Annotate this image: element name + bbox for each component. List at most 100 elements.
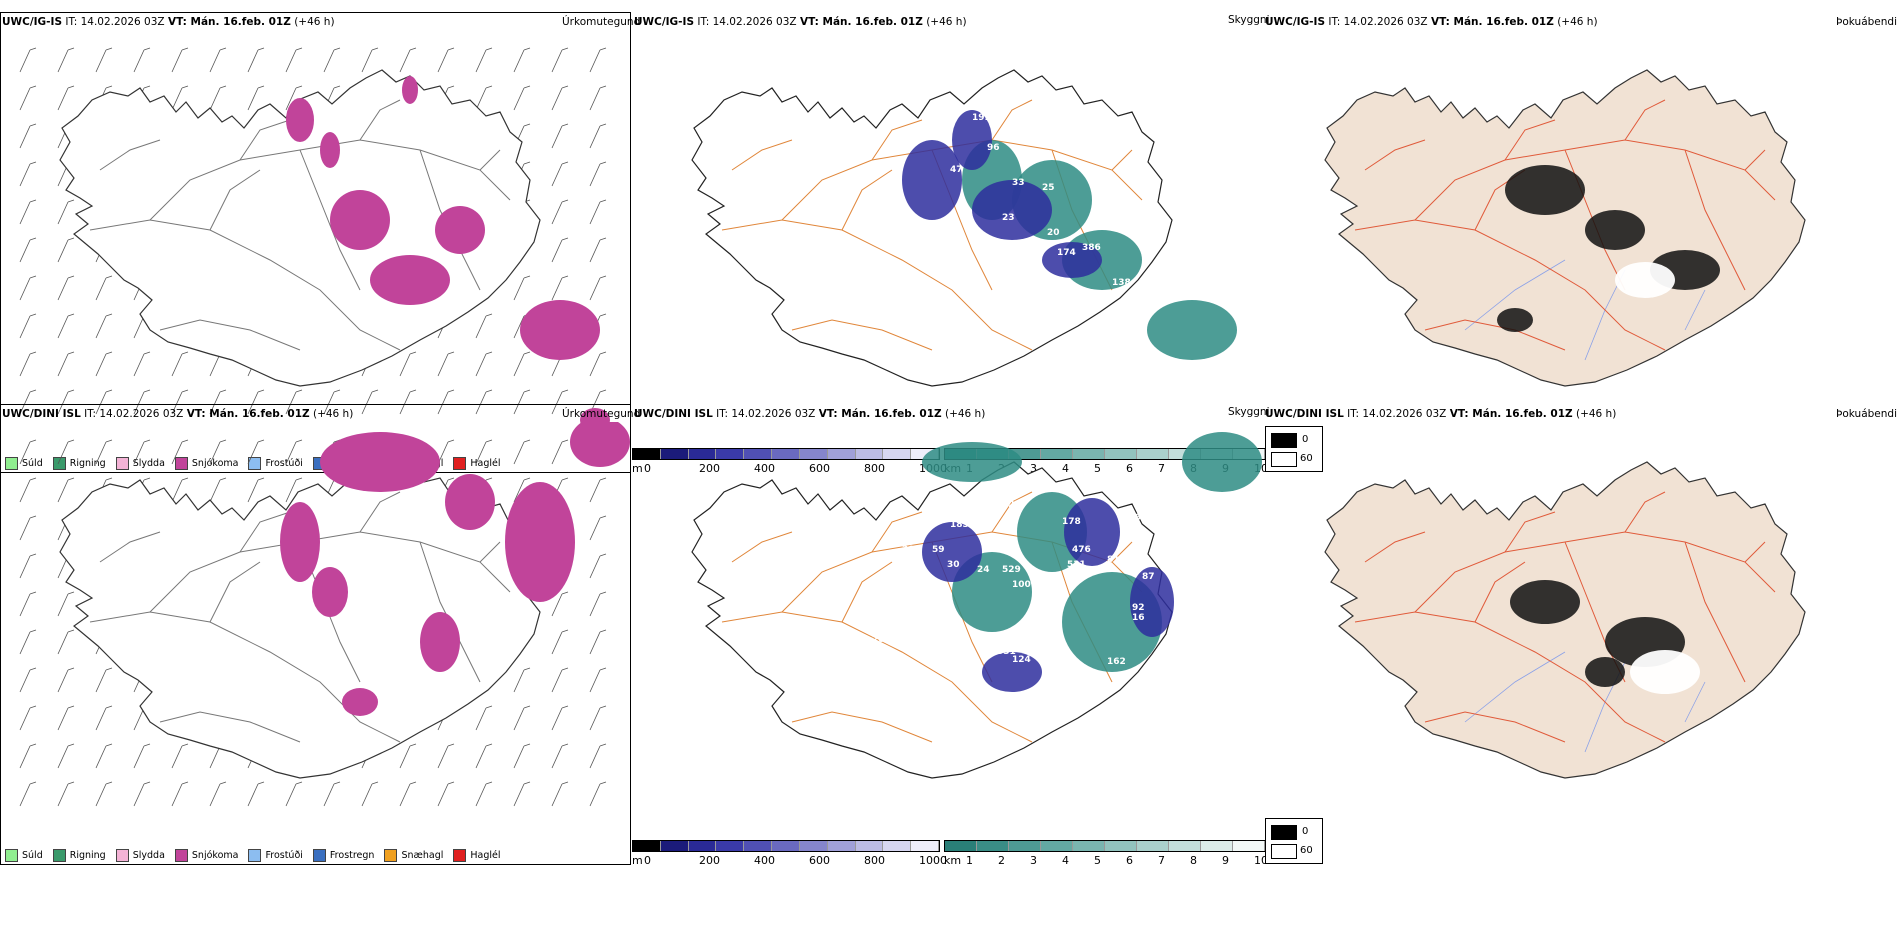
legend-swatch — [52, 848, 66, 862]
low-cloud-base-area — [902, 140, 962, 220]
panel-title: UWC/IG-IS IT: 14.02.2026 03Z VT: Mán. 16… — [634, 16, 967, 28]
fog-black-swatch — [1271, 433, 1297, 448]
legend-label: Frostregn — [329, 849, 375, 861]
legend-swatch — [312, 848, 326, 862]
snow-area — [570, 422, 630, 467]
snow-area — [370, 255, 450, 305]
precip-map — [19, 47, 610, 432]
visibility-tick: 4 — [1062, 854, 1069, 867]
cloud-base-tick: 600 — [809, 854, 830, 867]
legend-item: Snjókoma — [174, 456, 239, 470]
init-time: IT: 14.02.2026 03Z — [716, 408, 816, 420]
iceland-outline — [1324, 69, 1806, 387]
fog-map — [1324, 69, 1806, 387]
init-time: IT: 14.02.2026 03Z — [65, 16, 165, 28]
model-name: UWC/DINI ISL — [634, 408, 713, 420]
model-name: UWC/DINI ISL — [2, 408, 81, 420]
legend-swatch — [453, 848, 467, 862]
cloud-base-value: 33 — [1012, 178, 1025, 188]
cloud-base-value: 162 — [1107, 657, 1126, 667]
visibility-tick: 5 — [1094, 462, 1101, 475]
panel-type-label: Skyggni — [1228, 406, 1270, 418]
legend-swatch — [115, 456, 129, 470]
cloud-base-value: 92 — [1132, 603, 1145, 613]
low-cloud-base-area — [1130, 567, 1174, 637]
low-cloud-base-area — [982, 652, 1042, 692]
init-time: IT: 14.02.2026 03Z — [1328, 16, 1428, 28]
lead-time: (+46 h) — [1557, 16, 1598, 28]
panel-type-label: Úrkomutegund — [562, 16, 641, 28]
cloud-base-value: 30 — [947, 560, 960, 570]
legend-item: Súld — [5, 456, 43, 470]
cloud-base-value: 100 — [1012, 580, 1031, 590]
legend-item: Rigning — [52, 456, 106, 470]
visibility-tick: 5 — [1094, 854, 1101, 867]
snow-area — [420, 612, 460, 672]
cloud-base-value: 386 — [1082, 243, 1101, 253]
valid-time: VT: Mán. 16.feb. 01Z — [1430, 16, 1554, 28]
legend-label: Súld — [22, 457, 43, 469]
visibility-map: 199 96 777 47 33 25 23 20 174 94 96 386 103 138 118 181… — [691, 69, 1237, 387]
precip-type-panel — [0, 12, 631, 473]
visibility-tick: 10 — [1254, 854, 1268, 867]
legend-label: Haglél — [470, 849, 501, 861]
cloud-base-value: 446 — [1122, 513, 1141, 523]
snow-area — [330, 190, 390, 250]
fog-dense-area — [1505, 165, 1585, 215]
cloud-base-value: 25 — [1042, 183, 1055, 193]
cloud-base-value: 59 — [932, 545, 945, 555]
fog-free-area — [1630, 650, 1700, 694]
cloud-base-tick: 600 — [809, 462, 830, 475]
cloud-base-value: 16 — [1132, 613, 1145, 623]
panel-title: UWC/DINI ISL IT: 14.02.2026 03Z VT: Mán.… — [1265, 408, 1616, 420]
visibility-tick: 7 — [1158, 462, 1165, 475]
legend-label: Haglél — [470, 457, 501, 469]
visibility-unit: km — [944, 854, 962, 867]
fog-black-swatch — [1271, 825, 1297, 840]
cloud-base-value: 103 — [922, 255, 941, 265]
panel-type-label: Skyggni — [1228, 14, 1270, 26]
fog-free-area — [1615, 262, 1675, 298]
low-cloud-base-area — [952, 110, 992, 170]
fog-white-label: 60 — [1300, 845, 1313, 856]
valid-time: VT: Mán. 16.feb. 01Z — [799, 16, 923, 28]
cloud-base-value: 331 — [997, 647, 1016, 657]
road-network — [1354, 99, 1776, 351]
snow-area — [505, 482, 575, 602]
cloud-base-value: 529 — [1002, 565, 1021, 575]
cloud-base-value: 869 — [1202, 375, 1221, 385]
cloud-base-value: 81 — [1107, 555, 1120, 565]
fog-map — [1324, 461, 1806, 779]
cloud-base-value: 311 — [1087, 299, 1106, 309]
cloud-base-value: 118 — [952, 263, 971, 273]
snow-area — [312, 567, 348, 617]
low-visibility-area — [1147, 300, 1237, 360]
fog-legend-box: 0 60 — [1265, 426, 1323, 472]
panel-type-label: Úrkomutegund — [562, 408, 641, 420]
snow-area — [280, 502, 320, 582]
lead-time: (+46 h) — [944, 408, 986, 420]
cloud-base-value: 87 — [1142, 572, 1155, 582]
lead-time: (+46 h) — [312, 408, 354, 420]
fog-dense-area — [1585, 657, 1625, 687]
visibility-tick: 8 — [1190, 854, 1197, 867]
precip-type-panel — [0, 404, 631, 865]
legend-label: Snjókoma — [191, 457, 239, 469]
cloud-base-value: 23 — [1002, 213, 1015, 223]
snow-area — [320, 132, 340, 168]
legend-label: Frostúði — [265, 457, 303, 469]
legend-item: Snæhagl — [384, 848, 443, 862]
cloud-base-value: 20 — [1047, 228, 1060, 238]
snow-area — [402, 76, 418, 104]
legend-swatch — [5, 456, 18, 470]
legend-item: Slydda — [115, 848, 165, 862]
panel-type-label: Þokuábendi — [1836, 16, 1897, 28]
legend-swatch — [115, 848, 129, 862]
visibility-tick: 2 — [998, 854, 1005, 867]
precip-legend: Súld Rigning Slydda Snjókoma Frostúði Frostre… — [5, 842, 501, 868]
low-visibility-area — [1182, 432, 1262, 492]
cloud-base-value: 14 — [997, 285, 1010, 295]
cloud-base-unit: m — [632, 854, 643, 867]
cloud-base-value: 138 — [1112, 278, 1131, 288]
